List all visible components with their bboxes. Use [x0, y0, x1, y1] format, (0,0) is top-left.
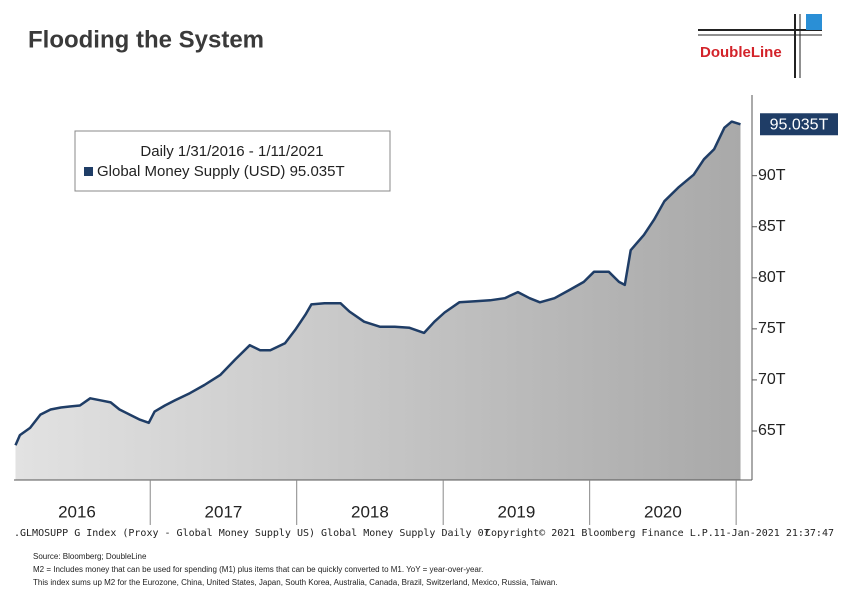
- x-tick-label: 2017: [205, 502, 243, 521]
- note: M2 = Includes money that can be used for…: [33, 565, 483, 574]
- logo: DoubleLine: [698, 14, 822, 78]
- y-tick-label: 70T: [758, 371, 786, 388]
- logo-text: DoubleLine: [700, 44, 782, 61]
- footer-copyright: Copyright© 2021 Bloomberg Finance L.P.: [485, 528, 714, 539]
- note: Source: Bloomberg; DoubleLine: [33, 552, 147, 561]
- footer-index: .GLMOSUPP G Index (Proxy - Global Money …: [14, 528, 490, 539]
- legend-entry: Global Money Supply (USD) 95.035T: [97, 163, 345, 180]
- x-tick-label: 2016: [58, 502, 96, 521]
- y-tick-label: 80T: [758, 269, 786, 286]
- legend-header: Daily 1/31/2016 - 1/11/2021: [140, 143, 323, 160]
- y-tick-label: 65T: [758, 422, 786, 439]
- last-value-label: 95.035T: [770, 116, 829, 133]
- legend-name: Global Money Supply (USD): [97, 163, 285, 180]
- legend-box: [74, 130, 391, 192]
- y-tick-label: 75T: [758, 320, 786, 337]
- x-tick-label: 2019: [498, 502, 536, 521]
- legend-last-value: 95.035T: [290, 163, 345, 180]
- chart-title: Flooding the System: [28, 26, 264, 53]
- x-tick-label: 2020: [644, 502, 682, 521]
- legend-swatch: [84, 167, 93, 176]
- footer-time: 11-Jan-2021 21:37:47: [714, 528, 834, 539]
- y-tick-label: 90T: [758, 167, 786, 184]
- note: This index sums up M2 for the Eurozone, …: [33, 578, 558, 587]
- line: [14, 120, 741, 446]
- last-value-tag: [760, 113, 838, 136]
- x-tick-label: 2018: [351, 502, 389, 521]
- y-tick-label: 85T: [758, 218, 786, 235]
